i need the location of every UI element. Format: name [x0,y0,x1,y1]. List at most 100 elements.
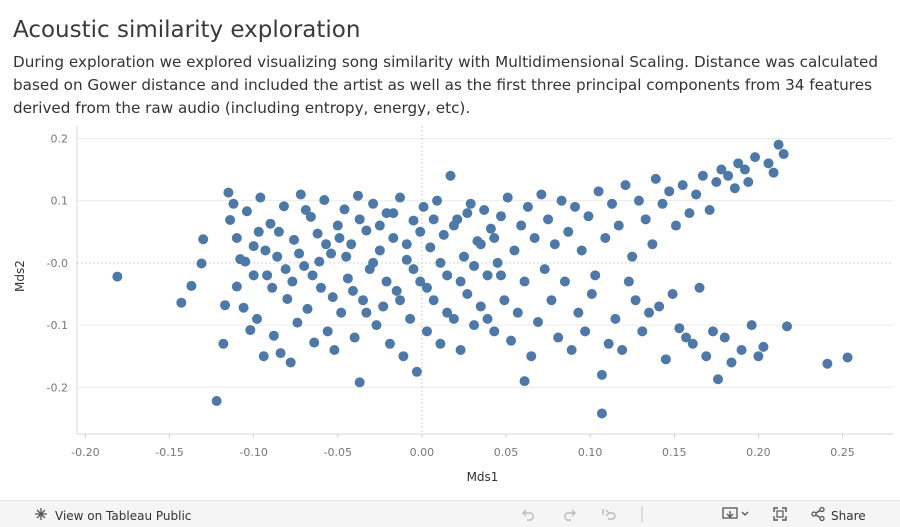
data-point[interactable] [432,195,443,206]
data-point[interactable] [475,239,486,250]
data-point[interactable] [719,332,730,343]
data-point[interactable] [532,317,543,327]
data-point[interactable] [421,282,432,293]
data-point[interactable] [342,273,353,284]
data-point[interactable] [354,214,365,225]
data-point[interactable] [341,251,352,262]
data-point[interactable] [691,189,702,200]
data-point[interactable] [374,245,385,256]
data-point[interactable] [218,338,229,349]
data-point[interactable] [613,220,624,231]
data-point[interactable] [238,302,249,313]
data-point[interactable] [346,239,357,250]
data-point[interactable] [644,307,655,318]
data-point[interactable] [536,189,547,200]
data-point[interactable] [743,177,754,187]
data-point[interactable] [312,228,323,239]
data-point[interactable] [687,338,698,349]
data-point[interactable] [506,335,517,346]
data-point[interactable] [388,233,399,243]
data-point[interactable] [633,195,644,206]
data-point[interactable] [553,332,564,343]
data-point[interactable] [401,254,412,265]
data-point[interactable] [773,139,784,150]
data-point[interactable] [657,198,668,209]
data-point[interactable] [415,276,426,287]
data-point[interactable] [272,251,283,262]
share-button[interactable]: Share [810,506,866,525]
data-point[interactable] [782,321,793,332]
data-point[interactable] [495,211,506,222]
data-point[interactable] [489,233,500,243]
data-point[interactable] [245,325,256,336]
data-point[interactable] [378,301,389,312]
data-point[interactable] [282,293,293,304]
data-point[interactable] [556,195,567,206]
data-point[interactable] [395,192,406,203]
fullscreen-icon[interactable] [769,505,791,523]
data-point[interactable] [573,307,584,318]
data-point[interactable] [549,239,560,250]
data-point[interactable] [267,282,278,293]
data-point[interactable] [664,186,675,197]
data-point[interactable] [315,282,326,293]
data-point[interactable] [329,345,340,355]
data-point[interactable] [305,211,316,222]
data-point[interactable] [495,270,506,281]
data-point[interactable] [248,270,259,281]
view-on-tableau-link[interactable]: View on Tableau Public [33,506,191,525]
download-icon[interactable] [720,505,752,523]
data-point[interactable] [391,285,402,296]
data-point[interactable] [566,345,577,355]
data-point[interactable] [704,205,715,215]
data-point[interactable] [469,261,480,271]
data-point[interactable] [442,270,453,281]
data-point[interactable] [522,201,533,212]
data-point[interactable] [262,270,273,281]
data-point[interactable] [576,245,587,256]
data-point[interactable] [361,225,372,236]
data-point[interactable] [265,218,276,229]
data-point[interactable] [292,317,303,328]
data-point[interactable] [240,256,251,267]
data-point[interactable] [713,374,724,385]
data-point[interactable] [697,170,708,181]
data-point[interactable] [411,366,422,377]
data-point[interactable] [273,226,284,237]
data-point[interactable] [241,206,252,217]
data-point[interactable] [381,276,392,287]
data-point[interactable] [753,351,764,362]
data-point[interactable] [729,183,740,194]
data-point[interactable] [462,208,473,219]
data-point[interactable] [590,270,601,281]
data-point[interactable] [354,377,365,388]
data-point[interactable] [583,211,594,222]
data-point[interactable] [405,313,416,324]
data-point[interactable] [607,198,618,209]
data-point[interactable] [258,351,269,362]
data-point[interactable] [580,326,591,337]
data-point[interactable] [529,233,540,243]
data-point[interactable] [546,295,557,306]
data-point[interactable] [445,170,456,181]
data-point[interactable] [600,233,611,243]
data-point[interactable] [499,295,510,306]
data-point[interactable] [327,292,338,303]
data-point[interactable] [763,158,774,169]
data-point[interactable] [294,248,305,259]
data-point[interactable] [596,408,607,419]
data-point[interactable] [492,257,503,268]
data-point[interactable] [220,300,231,311]
data-point[interactable] [309,337,320,348]
data-point[interactable] [726,357,737,368]
data-point[interactable] [361,307,372,318]
data-point[interactable] [586,289,597,299]
data-point[interactable] [677,180,688,191]
data-point[interactable] [260,245,271,256]
data-point[interactable] [458,251,469,262]
data-point[interactable] [352,190,363,201]
data-point[interactable] [225,214,236,225]
data-point[interactable] [211,396,222,407]
data-point[interactable] [462,289,473,299]
data-point[interactable] [465,198,476,209]
